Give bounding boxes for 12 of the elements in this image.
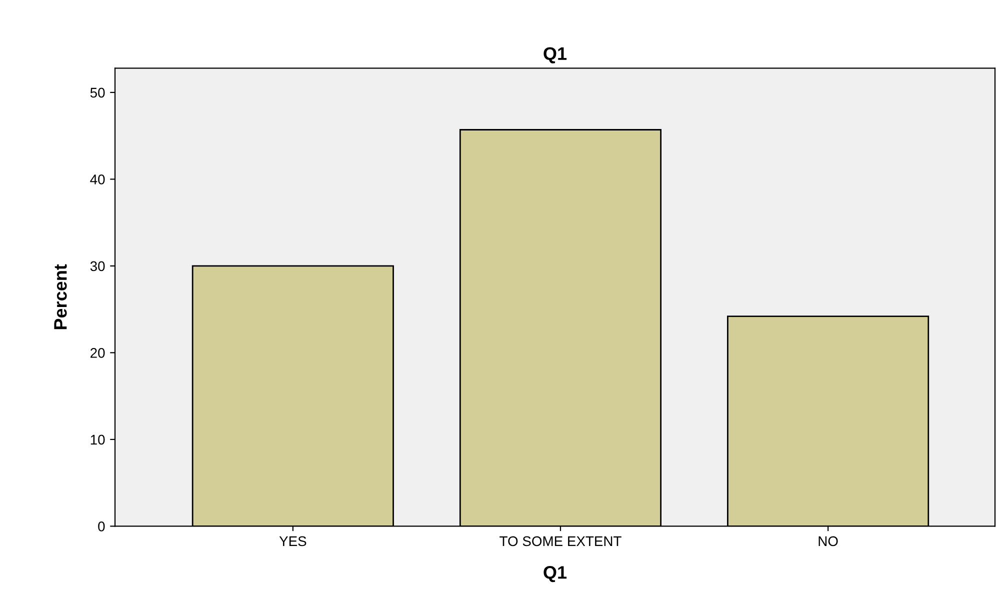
x-tick-label: TO SOME EXTENT bbox=[500, 536, 622, 546]
y-tick-label: 50 bbox=[90, 88, 105, 98]
y-tick-label: 40 bbox=[90, 174, 105, 184]
y-axis-title: Percent bbox=[54, 264, 67, 330]
y-tick-label: 30 bbox=[90, 261, 105, 272]
y-tick-label: 20 bbox=[90, 348, 105, 358]
y-tick-label: 0 bbox=[98, 522, 105, 532]
x-tick-label: NO bbox=[818, 536, 838, 546]
chart-title: Q1 bbox=[544, 47, 567, 64]
x-axis-title: Q1 bbox=[544, 566, 567, 582]
y-tick-label: 10 bbox=[90, 434, 105, 445]
x-tick-label: YES bbox=[279, 536, 306, 546]
